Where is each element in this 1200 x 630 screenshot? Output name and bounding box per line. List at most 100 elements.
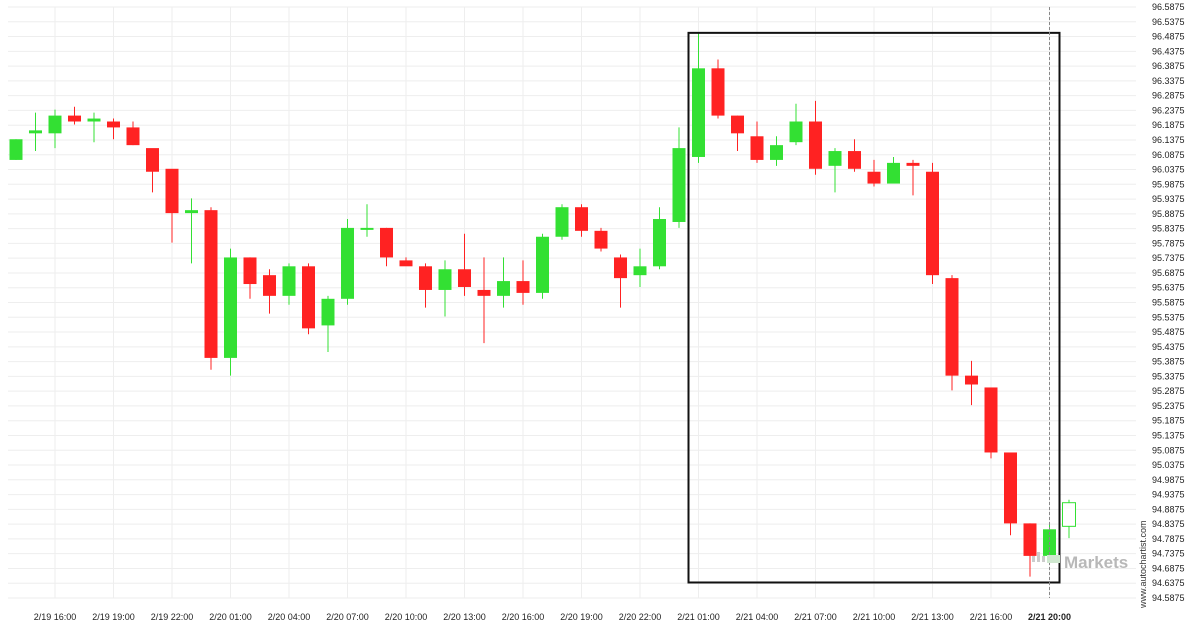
y-tick-label: 95.7875 bbox=[1152, 238, 1185, 248]
candle-body bbox=[984, 387, 998, 453]
candle-body bbox=[926, 171, 939, 276]
candle-body bbox=[555, 207, 569, 237]
candle bbox=[1062, 499, 1076, 539]
candle bbox=[29, 112, 42, 152]
candle bbox=[575, 204, 588, 237]
y-tick-label: 95.2875 bbox=[1152, 386, 1185, 396]
logo-icon bbox=[1037, 552, 1040, 562]
candle-body bbox=[672, 148, 686, 222]
candle-body bbox=[750, 136, 764, 160]
y-tick-label: 95.8375 bbox=[1152, 224, 1185, 234]
candle bbox=[984, 387, 998, 459]
candle bbox=[282, 263, 296, 305]
candle-body bbox=[204, 210, 218, 358]
candle bbox=[516, 260, 530, 305]
candle-body bbox=[594, 230, 608, 249]
x-tick-label: 2/20 04:00 bbox=[268, 612, 311, 622]
chart-grid bbox=[8, 6, 1136, 599]
candle bbox=[458, 233, 471, 296]
candle bbox=[107, 118, 120, 140]
candle bbox=[68, 106, 81, 125]
candle bbox=[497, 257, 510, 308]
y-tick-label: 95.7375 bbox=[1152, 253, 1185, 263]
candle-body bbox=[536, 236, 549, 293]
candle bbox=[692, 32, 705, 163]
candle bbox=[185, 198, 198, 264]
y-tick-label: 95.9875 bbox=[1152, 179, 1185, 189]
y-tick-label: 96.4375 bbox=[1152, 46, 1185, 56]
candle-body bbox=[731, 115, 744, 134]
candle bbox=[555, 204, 569, 240]
x-tick-label: 2/20 10:00 bbox=[385, 612, 428, 622]
y-tick-label: 96.4875 bbox=[1152, 32, 1185, 42]
candle-body bbox=[243, 257, 257, 285]
candle-body bbox=[68, 115, 81, 122]
candle bbox=[360, 204, 374, 237]
x-tick-label: 2/19 16:00 bbox=[34, 612, 77, 622]
x-tick-label: 2/21 04:00 bbox=[736, 612, 779, 622]
candle-body bbox=[477, 289, 491, 296]
candle bbox=[828, 148, 842, 193]
candle bbox=[770, 136, 783, 166]
brand-watermark: Markets bbox=[1032, 552, 1128, 572]
candle-body bbox=[867, 171, 881, 184]
candle bbox=[633, 248, 647, 287]
candle-body bbox=[185, 210, 198, 214]
x-tick-label: 2/20 07:00 bbox=[326, 612, 369, 622]
y-tick-label: 94.9875 bbox=[1152, 475, 1185, 485]
x-tick-label: 2/21 10:00 bbox=[853, 612, 896, 622]
candle bbox=[243, 257, 257, 299]
candle-body bbox=[945, 278, 959, 376]
y-tick-label: 95.1375 bbox=[1152, 430, 1185, 440]
candle-body bbox=[341, 227, 354, 299]
y-tick-label: 96.1875 bbox=[1152, 120, 1185, 130]
candles-group bbox=[9, 32, 1076, 577]
candle-body bbox=[770, 145, 783, 160]
candle bbox=[750, 121, 764, 163]
candle bbox=[965, 360, 978, 406]
candle-body bbox=[965, 375, 978, 385]
autochartist-side-text: www.autochartist.com bbox=[1138, 520, 1148, 609]
y-tick-label: 95.0375 bbox=[1152, 460, 1185, 470]
candle-body bbox=[1023, 523, 1037, 556]
candle bbox=[809, 100, 822, 175]
candle-body bbox=[575, 207, 588, 231]
candle bbox=[321, 295, 335, 352]
candle bbox=[594, 227, 608, 252]
logo-icon bbox=[1042, 556, 1045, 562]
y-tick-label: 94.8375 bbox=[1152, 519, 1185, 529]
candle-body bbox=[360, 227, 374, 230]
candle bbox=[945, 275, 959, 391]
y-tick-label: 95.4375 bbox=[1152, 342, 1185, 352]
y-tick-label: 94.7875 bbox=[1152, 534, 1185, 544]
x-axis: 2/19 16:00 2/19 19:00 2/19 22:00 2/20 01:00… bbox=[34, 612, 1071, 622]
candle bbox=[1004, 452, 1017, 536]
candle bbox=[711, 59, 725, 119]
candle bbox=[48, 109, 62, 149]
y-tick-label: 94.7375 bbox=[1152, 549, 1185, 559]
candle bbox=[302, 263, 315, 335]
candle-body bbox=[165, 168, 179, 214]
x-tick-label: 2/21 01:00 bbox=[677, 612, 720, 622]
candle bbox=[672, 127, 686, 228]
y-tick-label: 95.6375 bbox=[1152, 283, 1185, 293]
candle-body bbox=[263, 275, 276, 296]
candle-body bbox=[789, 121, 803, 143]
candle bbox=[126, 121, 140, 146]
candle-body bbox=[887, 162, 900, 184]
y-tick-label: 94.6375 bbox=[1152, 578, 1185, 588]
x-tick-label: 2/20 13:00 bbox=[443, 612, 486, 622]
candle-body bbox=[282, 266, 296, 296]
y-tick-label: 96.3875 bbox=[1152, 61, 1185, 71]
candle bbox=[224, 248, 237, 376]
candle-body bbox=[809, 121, 822, 169]
candle-body bbox=[126, 127, 140, 146]
candle bbox=[399, 257, 413, 267]
candle-body bbox=[438, 269, 452, 290]
candle bbox=[614, 254, 627, 308]
x-tick-label: 2/21 16:00 bbox=[970, 612, 1013, 622]
y-tick-label: 96.2875 bbox=[1152, 91, 1185, 101]
x-tick-label: 2/21 13:00 bbox=[911, 612, 954, 622]
y-tick-label: 95.9375 bbox=[1152, 194, 1185, 204]
candle bbox=[204, 207, 218, 370]
